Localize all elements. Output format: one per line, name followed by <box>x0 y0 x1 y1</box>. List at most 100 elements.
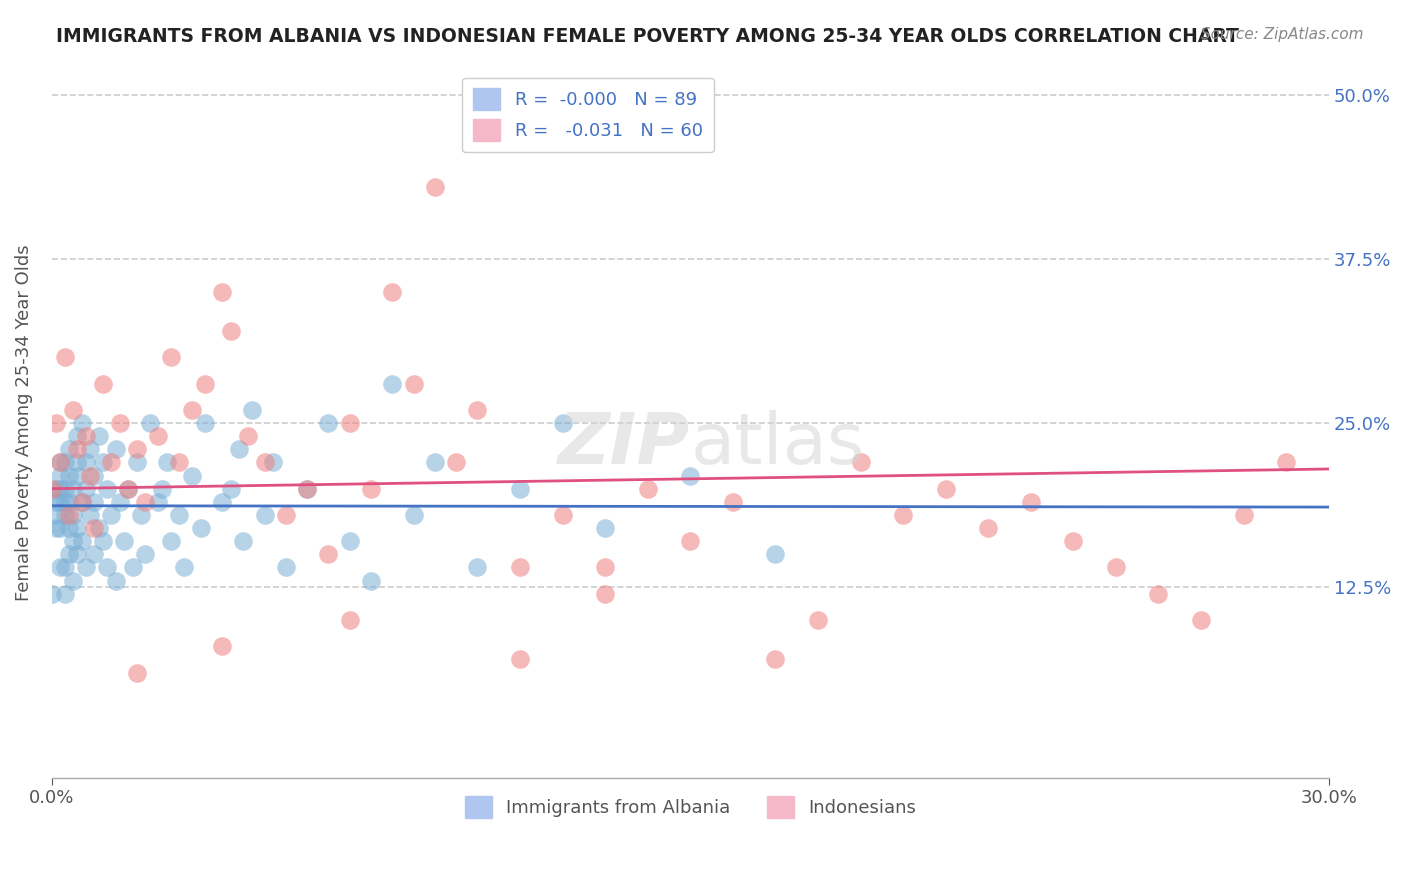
Legend: Immigrants from Albania, Indonesians: Immigrants from Albania, Indonesians <box>457 789 924 825</box>
Point <box>721 495 744 509</box>
Point <box>977 521 1000 535</box>
Point <box>232 534 254 549</box>
Point <box>240 403 263 417</box>
Point <box>935 482 957 496</box>
Point <box>318 547 340 561</box>
Point <box>53 351 76 365</box>
Point <box>104 574 127 588</box>
Point <box>211 640 233 654</box>
Point <box>45 508 67 522</box>
Point <box>138 416 160 430</box>
Point <box>169 508 191 522</box>
Point <box>381 285 404 299</box>
Point <box>58 508 80 522</box>
Point <box>402 376 425 391</box>
Point <box>763 652 786 666</box>
Point <box>117 482 139 496</box>
Point <box>146 495 169 509</box>
Point <box>66 468 89 483</box>
Point <box>807 613 830 627</box>
Point <box>160 534 183 549</box>
Point <box>423 179 446 194</box>
Point <box>62 508 84 522</box>
Point <box>129 508 152 522</box>
Point <box>62 482 84 496</box>
Point <box>339 534 361 549</box>
Point <box>295 482 318 496</box>
Point <box>100 508 122 522</box>
Point <box>173 560 195 574</box>
Point <box>360 482 382 496</box>
Text: IMMIGRANTS FROM ALBANIA VS INDONESIAN FEMALE POVERTY AMONG 25-34 YEAR OLDS CORRE: IMMIGRANTS FROM ALBANIA VS INDONESIAN FE… <box>56 27 1239 45</box>
Point <box>66 442 89 457</box>
Point <box>53 560 76 574</box>
Point <box>849 455 872 469</box>
Point <box>79 442 101 457</box>
Point <box>467 403 489 417</box>
Point <box>83 468 105 483</box>
Point <box>58 547 80 561</box>
Point <box>134 495 156 509</box>
Point <box>509 482 531 496</box>
Text: atlas: atlas <box>690 409 865 479</box>
Point <box>295 482 318 496</box>
Y-axis label: Female Poverty Among 25-34 Year Olds: Female Poverty Among 25-34 Year Olds <box>15 244 32 601</box>
Point <box>593 587 616 601</box>
Point <box>83 547 105 561</box>
Point <box>194 376 217 391</box>
Point <box>53 495 76 509</box>
Point <box>96 560 118 574</box>
Point <box>125 665 148 680</box>
Point <box>58 495 80 509</box>
Point <box>181 468 204 483</box>
Point <box>49 455 72 469</box>
Point <box>53 508 76 522</box>
Point <box>75 455 97 469</box>
Point <box>318 416 340 430</box>
Point <box>70 495 93 509</box>
Point <box>381 376 404 391</box>
Point <box>49 495 72 509</box>
Point <box>62 534 84 549</box>
Point <box>509 652 531 666</box>
Point <box>41 587 63 601</box>
Point <box>87 521 110 535</box>
Point <box>551 416 574 430</box>
Point <box>112 534 135 549</box>
Point <box>593 521 616 535</box>
Point <box>339 416 361 430</box>
Point <box>551 508 574 522</box>
Point <box>49 560 72 574</box>
Point <box>49 521 72 535</box>
Point <box>152 482 174 496</box>
Point <box>117 482 139 496</box>
Point <box>679 534 702 549</box>
Point <box>58 468 80 483</box>
Point <box>104 442 127 457</box>
Point <box>509 560 531 574</box>
Point <box>91 534 114 549</box>
Point <box>66 521 89 535</box>
Point <box>593 560 616 574</box>
Point <box>236 429 259 443</box>
Point <box>763 547 786 561</box>
Point <box>160 351 183 365</box>
Point <box>83 495 105 509</box>
Point <box>169 455 191 469</box>
Point <box>1105 560 1128 574</box>
Point <box>108 416 131 430</box>
Point <box>62 574 84 588</box>
Point <box>108 495 131 509</box>
Point <box>121 560 143 574</box>
Point <box>679 468 702 483</box>
Point <box>211 495 233 509</box>
Point <box>219 324 242 338</box>
Point <box>75 560 97 574</box>
Point <box>53 455 76 469</box>
Point <box>1189 613 1212 627</box>
Point <box>1147 587 1170 601</box>
Point <box>339 613 361 627</box>
Point <box>45 416 67 430</box>
Point <box>253 455 276 469</box>
Point <box>70 416 93 430</box>
